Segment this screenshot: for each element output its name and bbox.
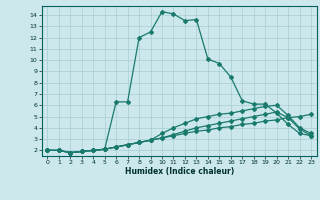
X-axis label: Humidex (Indice chaleur): Humidex (Indice chaleur): [124, 167, 234, 176]
